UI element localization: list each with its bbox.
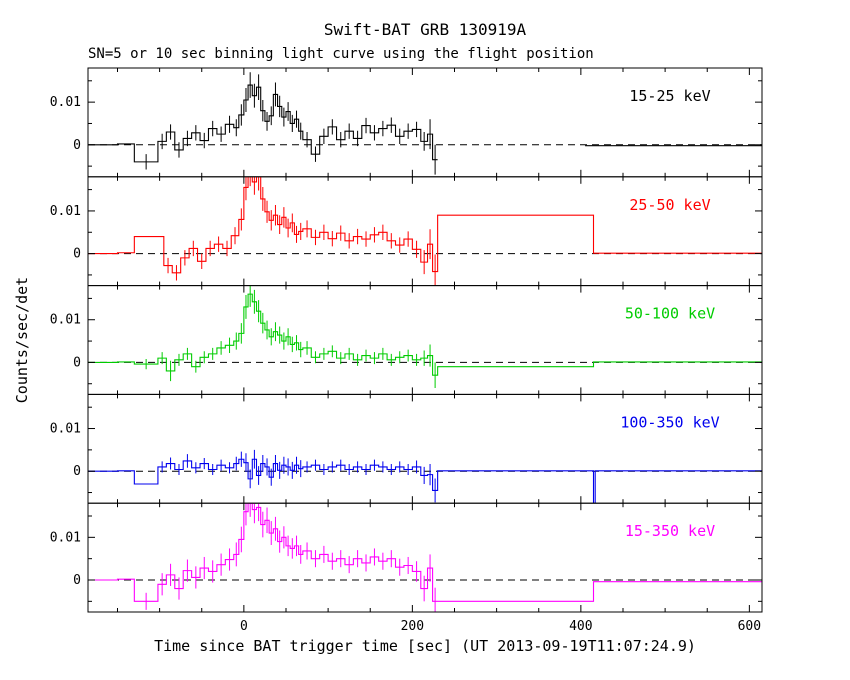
series-100-350-kev — [88, 449, 762, 504]
panel-border — [87, 502, 763, 613]
y-tick-label: 0.01 — [50, 422, 81, 437]
x-tick-label: 600 — [738, 619, 761, 634]
panel-100-350-kev: 0 0.01 100-350 keV — [50, 393, 763, 504]
y-tick-label: 0.01 — [50, 95, 81, 110]
band-label: 15-350 keV — [625, 522, 715, 540]
x-tick-label: 0 — [240, 619, 248, 634]
chart-subtitle: SN=5 or 10 sec binning light curve using… — [88, 46, 594, 62]
panel-25-50-kev: 0 0.01 25-50 keV — [50, 176, 763, 287]
y-tick-label: 0.01 — [50, 313, 81, 328]
y-axis-label: Counts/sec/det — [13, 276, 31, 404]
chart-title: Swift-BAT GRB 130919A — [323, 20, 527, 39]
panel-15-25-kev: 0 0.01 15-25 keV — [50, 67, 763, 178]
series-25-50-kev — [88, 176, 762, 286]
series-50-100-kev — [88, 285, 762, 388]
panel-border — [87, 67, 763, 178]
y-tick-label: 0.01 — [50, 530, 81, 545]
y-tick-label: 0.01 — [50, 204, 81, 219]
x-tick-label: 400 — [569, 619, 592, 634]
band-label: 100-350 keV — [620, 413, 719, 431]
y-tick-label: 0 — [73, 464, 81, 479]
panel-15-350-kev: 0 0.01 15-350 keV — [50, 502, 763, 613]
panel-50-100-kev: 0 0.01 50-100 keV — [50, 285, 763, 395]
y-tick-label: 0 — [73, 247, 81, 262]
series-15-350-kev — [88, 503, 762, 613]
panel-border — [87, 285, 763, 395]
x-axis-label: Time since BAT trigger time [sec] (UT 20… — [154, 637, 696, 655]
x-tick-label: 200 — [401, 619, 424, 634]
panel-border — [87, 176, 763, 287]
band-label: 15-25 keV — [629, 87, 710, 105]
panel-border — [87, 393, 763, 504]
y-tick-label: 0 — [73, 138, 81, 153]
band-label: 50-100 keV — [625, 305, 715, 323]
y-tick-label: 0 — [73, 573, 81, 588]
y-tick-label: 0 — [73, 355, 81, 370]
series-15-25-kev — [88, 72, 762, 175]
band-label: 25-50 keV — [629, 196, 710, 214]
